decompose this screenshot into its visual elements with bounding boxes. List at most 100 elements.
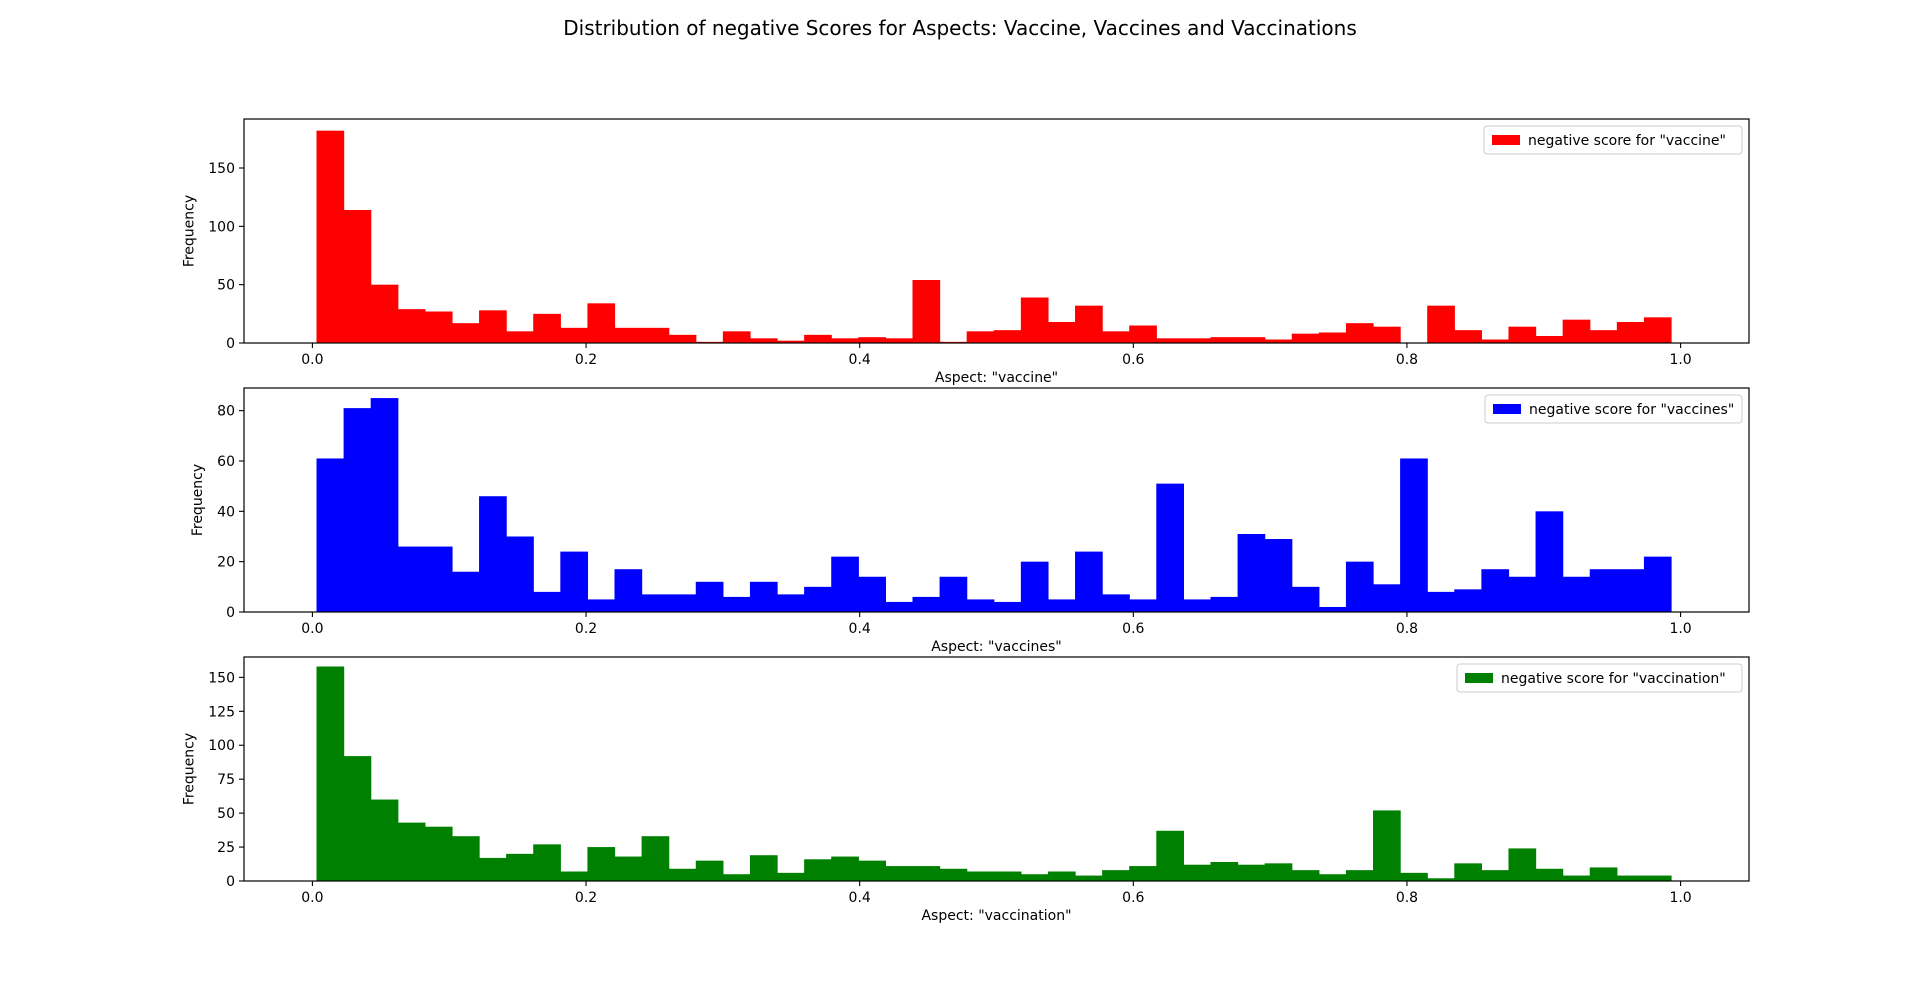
bar-vaccination-18 — [804, 859, 832, 881]
bar-vaccination-31 — [1156, 830, 1184, 881]
y-tick-label-vaccine-1: 50 — [217, 278, 235, 294]
bar-vaccination-25 — [993, 871, 1022, 881]
legend-box-vaccines — [1484, 394, 1743, 424]
x-tick-label-vaccine-0: 0.0 — [301, 352, 323, 368]
y-tick-label-vaccines-1: 20 — [217, 555, 235, 571]
bars-vaccines — [316, 398, 1672, 612]
axes-frame-vaccine — [243, 118, 1750, 344]
bar-vaccines-28 — [1075, 551, 1103, 612]
bar-vaccine-20 — [858, 337, 886, 343]
bar-vaccination-10 — [587, 847, 616, 881]
bar-vaccines-38 — [1345, 561, 1374, 612]
bar-vaccination-35 — [1264, 863, 1293, 881]
x-tick-label-vaccine-1: 0.2 — [575, 352, 597, 368]
x-tick-label-vaccination-3: 0.6 — [1122, 890, 1144, 906]
bar-vaccination-8 — [533, 844, 561, 881]
x-tick-label-vaccines-0: 0.0 — [301, 621, 323, 637]
bar-vaccine-6 — [479, 310, 507, 343]
bar-vaccination-38 — [1345, 870, 1374, 881]
bar-vaccination-6 — [479, 857, 507, 881]
x-tick-label-vaccination-0: 0.0 — [301, 890, 323, 906]
subplots: 0.0 0.2 0.4 0.6 0.8 1.0 0 50 100 150 Aspect: "vacc… — [181, 118, 1750, 924]
y-tick-label-vaccines-3: 60 — [217, 454, 235, 470]
x-ticks-vaccine: 0.0 0.2 0.4 0.6 0.8 1.0 — [301, 343, 1692, 368]
bar-vaccination-45 — [1535, 868, 1564, 881]
bar-vaccines-40 — [1400, 458, 1428, 612]
bar-vaccine-12 — [641, 327, 670, 343]
y-tick-label-vaccines-4: 80 — [217, 404, 235, 420]
bar-vaccination-17 — [777, 872, 805, 881]
legend-box-vaccination — [1456, 663, 1743, 693]
bar-vaccines-8 — [533, 591, 561, 612]
axes-frame-vaccination — [243, 656, 1750, 882]
bar-vaccine-33 — [1210, 337, 1239, 343]
bar-vaccination-26 — [1020, 874, 1049, 881]
bar-vaccines-33 — [1210, 596, 1239, 612]
y-ticks-vaccination: 0 25 50 75 100 125 150 — [208, 670, 244, 890]
bar-vaccines-16 — [749, 581, 778, 612]
bar-vaccination-7 — [506, 853, 534, 881]
bar-vaccines-1 — [343, 408, 372, 612]
bar-vaccination-5 — [451, 836, 480, 881]
bar-vaccine-19 — [831, 338, 859, 343]
legend-label-vaccines: negative score for "vaccines" — [1529, 402, 1734, 418]
legend-box-vaccine — [1483, 125, 1743, 155]
y-ticks-vaccine: 0 50 100 150 — [208, 161, 244, 352]
bar-vaccine-26 — [1020, 297, 1049, 343]
bar-vaccination-4 — [424, 826, 453, 881]
y-tick-label-vaccine-2: 100 — [208, 219, 235, 235]
bar-vaccines-31 — [1156, 483, 1184, 612]
x-tick-label-vaccines-4: 0.8 — [1396, 621, 1418, 637]
bar-vaccines-48 — [1616, 569, 1645, 612]
bar-vaccination-22 — [912, 866, 941, 881]
bar-vaccine-39 — [1373, 326, 1401, 343]
bar-vaccination-23 — [939, 868, 968, 881]
bar-vaccines-42 — [1454, 589, 1482, 612]
bar-vaccination-27 — [1047, 871, 1076, 881]
legend-label-vaccine: negative score for "vaccine" — [1528, 133, 1726, 149]
bar-vaccines-36 — [1291, 586, 1320, 612]
bar-vaccine-46 — [1562, 319, 1591, 343]
y-tick-label-vaccines-0: 0 — [226, 605, 235, 621]
x-tick-label-vaccines-1: 0.2 — [575, 621, 597, 637]
bar-vaccination-47 — [1589, 867, 1618, 881]
x-ticks-vaccines: 0.0 0.2 0.4 0.6 0.8 1.0 — [301, 612, 1692, 637]
y-axis-label-vaccines: Frequency — [190, 464, 206, 536]
y-axis-label-vaccine: Frequency — [181, 195, 197, 267]
bar-vaccination-46 — [1562, 875, 1591, 881]
bar-vaccination-30 — [1129, 866, 1157, 881]
bar-vaccines-4 — [424, 546, 453, 612]
bar-vaccines-18 — [804, 586, 832, 612]
x-tick-label-vaccine-3: 0.6 — [1122, 352, 1144, 368]
bar-vaccine-48 — [1616, 322, 1645, 343]
bar-vaccine-25 — [993, 330, 1022, 343]
bar-vaccine-24 — [966, 331, 995, 343]
x-tick-label-vaccine-2: 0.4 — [849, 352, 871, 368]
legend-swatch-vaccination — [1465, 673, 1493, 683]
bar-vaccination-29 — [1102, 870, 1130, 881]
bar-vaccination-37 — [1318, 874, 1347, 881]
bar-vaccines-23 — [939, 576, 968, 612]
bar-vaccines-19 — [831, 556, 859, 612]
subplot-vaccines: 0.0 0.2 0.4 0.6 0.8 1.0 0 20 40 60 80 Aspect: "vacc… — [190, 387, 1750, 655]
bar-vaccines-35 — [1264, 539, 1293, 612]
y-axis-label-vaccination: Frequency — [181, 733, 197, 805]
bar-vaccines-15 — [722, 596, 751, 612]
x-tick-label-vaccines-2: 0.4 — [849, 621, 871, 637]
subplot-vaccination: 0.0 0.2 0.4 0.6 0.8 1.0 0 25 50 75 100 125 150 Aspect… — [181, 656, 1750, 924]
bar-vaccines-2 — [370, 398, 399, 612]
y-tick-label-vaccination-5: 125 — [208, 704, 235, 720]
bar-vaccine-17 — [777, 340, 805, 343]
bar-vaccine-5 — [451, 323, 480, 343]
legend-vaccines: negative score for "vaccines" — [1484, 394, 1743, 424]
bar-vaccine-41 — [1427, 305, 1455, 343]
legend-vaccination: negative score for "vaccination" — [1456, 663, 1743, 693]
bar-vaccines-30 — [1129, 599, 1157, 612]
y-tick-label-vaccination-2: 50 — [217, 806, 235, 822]
bar-vaccines-44 — [1508, 576, 1537, 612]
bar-vaccination-11 — [614, 856, 643, 881]
bar-vaccine-15 — [722, 331, 751, 343]
bar-vaccine-45 — [1535, 336, 1564, 343]
bar-vaccine-0 — [316, 130, 345, 343]
